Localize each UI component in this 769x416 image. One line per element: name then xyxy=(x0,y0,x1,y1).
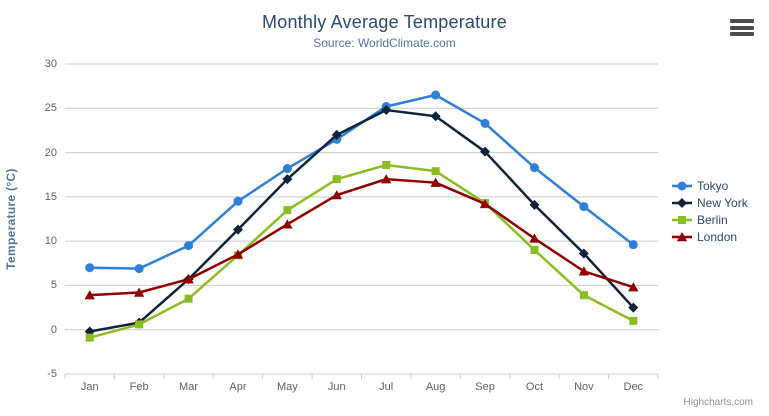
legend: Tokyo New York Berlin London xyxy=(672,177,748,245)
x-axis-label: Jul xyxy=(379,381,394,393)
chart-title: Monthly Average Temperature xyxy=(262,12,507,32)
circle-legend-marker-icon xyxy=(672,181,692,190)
y-axis-label: 10 xyxy=(44,235,57,248)
y-axis-label: 15 xyxy=(44,190,57,203)
y-axis-label: 30 xyxy=(44,58,57,70)
legend-item-tokyo[interactable]: Tokyo xyxy=(672,177,748,194)
square-legend-marker-icon xyxy=(672,215,692,224)
hamburger-icon[interactable] xyxy=(728,17,756,39)
x-axis-label: May xyxy=(276,381,298,393)
hamburger-bar xyxy=(730,19,754,23)
x-axis-label: Nov xyxy=(574,381,594,393)
x-axis-label: Aug xyxy=(425,381,446,393)
legend-item-new-york[interactable]: New York xyxy=(672,194,748,211)
legend-label: Tokyo xyxy=(697,178,729,193)
y-axis-label: 5 xyxy=(50,279,57,292)
legend-item-london[interactable]: London xyxy=(672,228,748,245)
legend-item-berlin[interactable]: Berlin xyxy=(672,211,748,228)
credits-link[interactable]: Highcharts.com xyxy=(683,397,753,408)
hamburger-bar xyxy=(730,25,754,30)
y-axis-label: 0 xyxy=(50,323,57,336)
x-axis-label: Jan xyxy=(80,381,99,393)
legend-label: New York xyxy=(697,195,748,210)
hamburger-bar xyxy=(730,32,754,36)
y-axis-label: 20 xyxy=(44,146,57,159)
legend-label: London xyxy=(697,229,738,244)
x-axis-label: Dec xyxy=(623,381,644,393)
legend-label: Berlin xyxy=(697,212,728,227)
x-axis-label: Sep xyxy=(475,381,495,393)
chart-subtitle: Source: WorldClimate.com xyxy=(313,36,456,50)
x-axis-label: Jun xyxy=(327,381,346,393)
triangle-legend-marker-icon xyxy=(672,231,692,241)
y-axis-label: -5 xyxy=(47,368,57,380)
x-axis-label: Oct xyxy=(525,381,544,393)
diamond-legend-marker-icon xyxy=(672,197,692,208)
y-axis-label: 25 xyxy=(44,102,57,115)
x-axis-label: Feb xyxy=(129,381,149,393)
x-axis-label: Mar xyxy=(179,381,198,393)
x-axis-label: Apr xyxy=(229,381,247,393)
